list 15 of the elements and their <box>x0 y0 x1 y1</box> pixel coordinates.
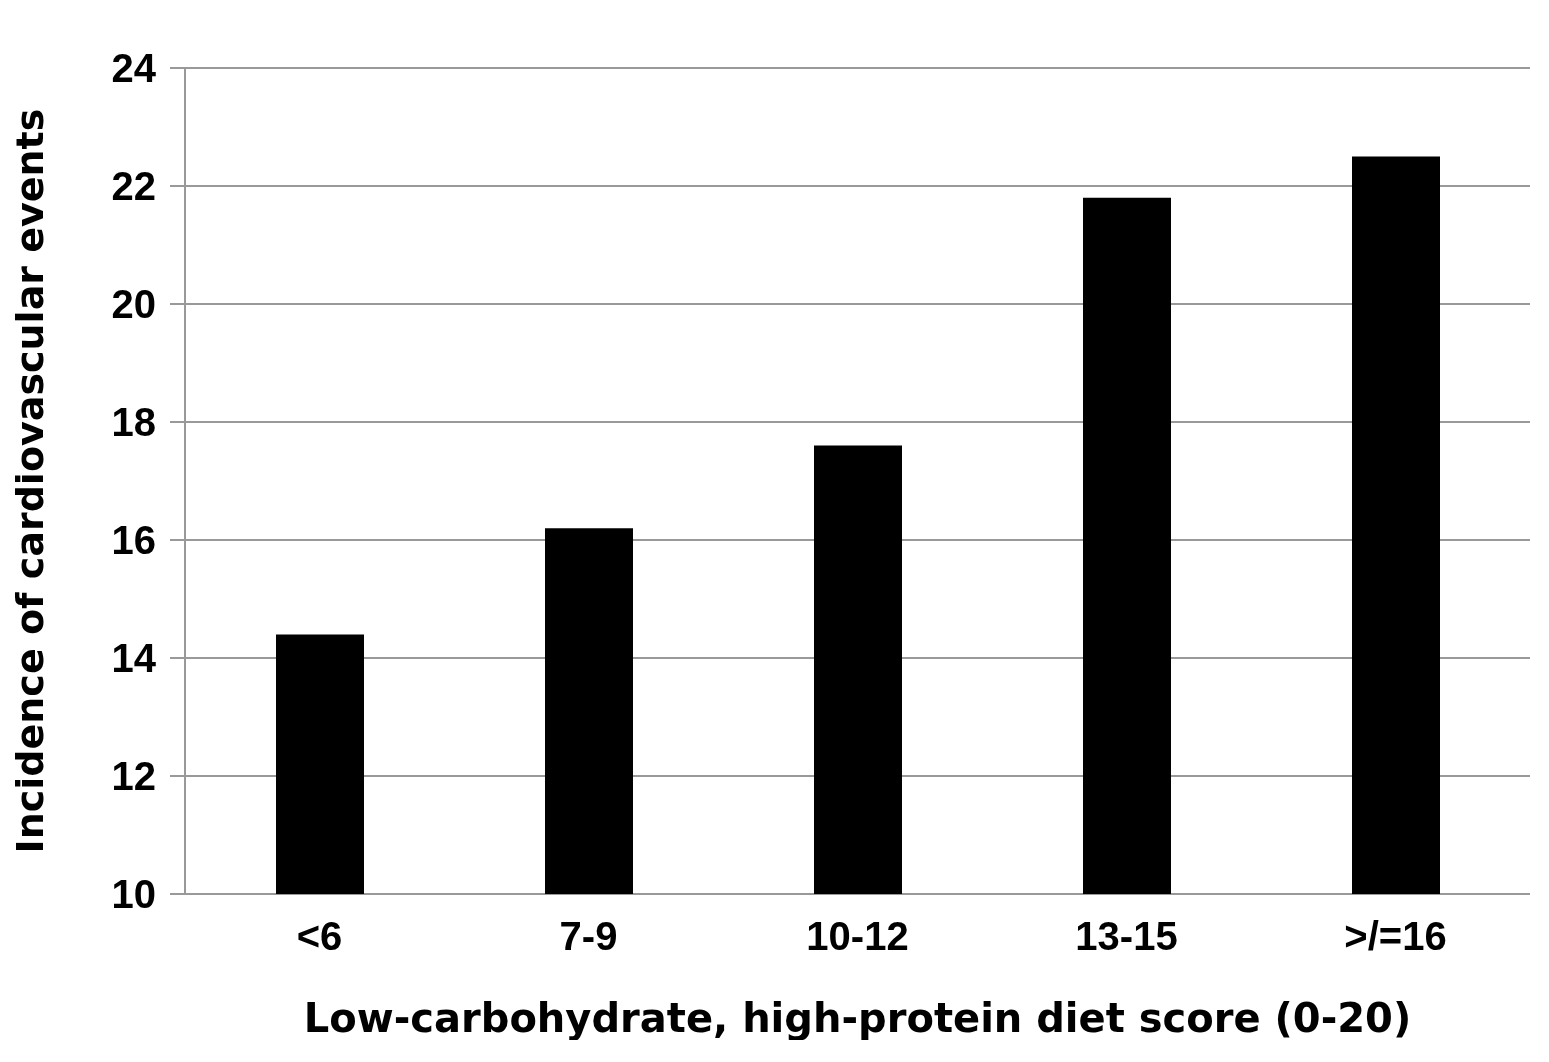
x-tick-label: 10-12 <box>806 914 909 959</box>
y-tick-label: 22 <box>111 164 156 209</box>
x-tick-label: 7-9 <box>559 914 618 959</box>
y-tick-label: 10 <box>111 872 156 917</box>
y-tick-label: 18 <box>111 400 156 445</box>
y-tick-label: 20 <box>111 282 156 327</box>
y-tick-label: 12 <box>111 754 156 799</box>
x-tick-label: 13-15 <box>1075 914 1178 959</box>
x-tick-label: <6 <box>296 914 343 959</box>
y-tick-label: 16 <box>111 518 156 563</box>
x-axis-title: Low-carbohydrate, high-protein diet score (0-20) <box>303 995 1412 1041</box>
y-axis-title: Incidence of cardiovascular events <box>8 108 53 854</box>
y-tick-label: 24 <box>111 46 157 91</box>
y-tick-label: 14 <box>111 636 157 681</box>
x-tick-label: >/=16 <box>1344 914 1447 959</box>
